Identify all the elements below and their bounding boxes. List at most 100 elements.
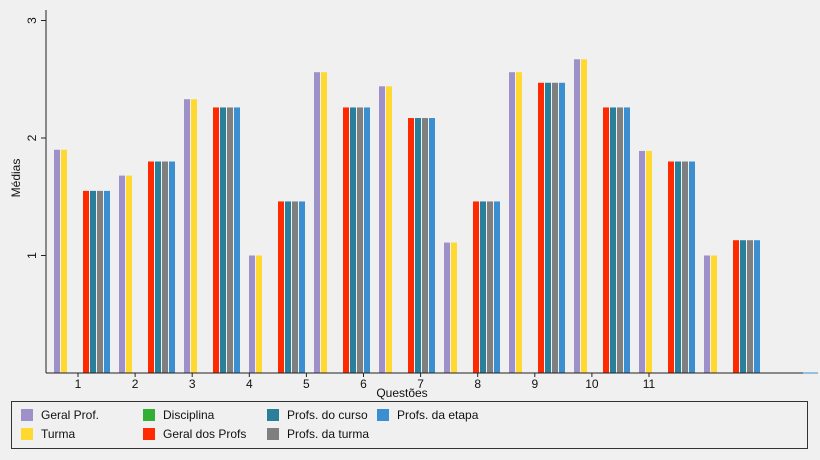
bar-q3-series-3: [213, 107, 219, 373]
bar-q7-series-0: [444, 242, 450, 373]
legend-label: Profs. do curso: [287, 408, 368, 422]
bar-q9-series-4: [610, 107, 616, 373]
bar-q6-series-4: [415, 118, 421, 374]
bar-q3-series-5: [227, 107, 233, 373]
bar-q8-series-0: [509, 72, 515, 373]
bar-q10-series-3: [668, 161, 674, 373]
bar-q10-series-0: [639, 150, 645, 373]
bar-q4-series-6: [299, 201, 305, 373]
bar-q4-series-4: [285, 201, 291, 373]
x-tick-label: 5: [303, 377, 310, 391]
legend-swatch: [267, 428, 279, 440]
bar-q8-series-6: [559, 82, 565, 374]
legend-label: Profs. da etapa: [397, 408, 479, 422]
bar-q11-series-3: [733, 240, 739, 373]
bar-q8-series-4: [545, 82, 551, 374]
bar-q4-series-1: [256, 255, 262, 373]
legend-swatch: [377, 409, 389, 421]
bar-q5-series-4: [350, 107, 356, 373]
legend-item-geral-dos-profs: Geral dos Profs: [143, 427, 246, 441]
x-tick-label: 1: [75, 377, 82, 391]
legend-label: Turma: [41, 427, 76, 441]
bar-q7-series-1: [451, 242, 457, 373]
x-tick-label: 11: [643, 377, 656, 391]
y-axis-label: Médias: [9, 159, 23, 198]
bar-q10-series-4: [675, 161, 681, 373]
legend-item-turma: Turma: [21, 427, 75, 441]
legend-swatch: [21, 428, 33, 440]
legend-swatch: [143, 428, 155, 440]
y-ticks: 1 2 3: [25, 17, 46, 259]
bar-q3-series-1: [191, 99, 197, 373]
bar-q1-series-1: [61, 149, 67, 373]
bar-q6-series-5: [422, 118, 428, 374]
bar-q3-series-4: [220, 107, 226, 373]
legend-label: Profs. da turma: [287, 427, 370, 441]
bar-q2-series-3: [148, 161, 154, 373]
bar-q9-series-1: [581, 59, 587, 374]
bar-q7-series-5: [487, 201, 493, 373]
legend-label: Disciplina: [163, 408, 215, 422]
y-tick-label: 3: [25, 17, 39, 24]
x-tick-label: 9: [531, 377, 538, 391]
bar-q1-series-5: [97, 190, 103, 373]
legend-item-profs-da-etapa: Profs. da etapa: [377, 408, 478, 422]
bar-q5-series-0: [314, 72, 320, 373]
y-tick-label: 1: [25, 252, 39, 259]
legend-label: Geral dos Profs: [163, 427, 247, 441]
bar-q9-series-5: [617, 107, 623, 373]
bar-q11-series-0: [704, 255, 710, 373]
bar-q10-series-6: [689, 161, 695, 373]
bar-q9-series-3: [603, 107, 609, 373]
bar-q6-series-0: [379, 86, 385, 374]
y-tick-label: 2: [25, 134, 39, 141]
bar-q5-series-1: [321, 72, 327, 373]
bar-q4-series-3: [278, 201, 284, 373]
x-tick-label: 4: [246, 377, 253, 391]
bars-layer: [54, 59, 760, 374]
bar-q10-series-5: [682, 161, 688, 373]
bar-q4-series-5: [292, 201, 298, 373]
bar-q5-series-5: [357, 107, 363, 373]
x-tick-label: 3: [189, 377, 196, 391]
bar-q6-series-1: [386, 86, 392, 374]
x-tick-label: 8: [474, 377, 481, 391]
legend-item-profs-da-turma: Profs. da turma: [267, 427, 369, 441]
legend-item-profs-do-curso: Profs. do curso: [267, 408, 368, 422]
bar-q2-series-6: [169, 161, 175, 373]
bar-q1-series-0: [54, 149, 60, 373]
x-tick-label: 7: [417, 377, 424, 391]
legend-swatch: [143, 409, 155, 421]
legend-swatch: [21, 409, 33, 421]
bar-q8-series-5: [552, 82, 558, 374]
bar-q11-series-5: [747, 240, 753, 373]
legend-label: Geral Prof.: [41, 408, 100, 422]
bar-q2-series-1: [126, 175, 132, 373]
bar-q7-series-4: [480, 201, 486, 373]
bar-q7-series-3: [473, 201, 479, 373]
legend-item-disciplina: Disciplina: [143, 408, 214, 422]
bar-q7-series-6: [494, 201, 500, 373]
bar-q6-series-6: [429, 118, 435, 374]
bar-q4-series-0: [249, 255, 255, 373]
bar-q3-series-6: [234, 107, 240, 373]
bar-q10-series-1: [646, 150, 652, 373]
bar-q2-series-5: [162, 161, 168, 373]
bar-q2-series-0: [119, 175, 125, 373]
bar-q3-series-0: [184, 99, 190, 373]
bar-q1-series-3: [83, 190, 89, 373]
x-tick-label: 2: [132, 377, 139, 391]
bar-q11-series-1: [711, 255, 717, 373]
legend-item-geral-prof: Geral Prof.: [21, 408, 99, 422]
x-tick-label: 10: [585, 377, 599, 391]
x-tick-label: 6: [360, 377, 367, 391]
x-ticks: 1 2 3 4 5 6 7 8 9 10 11: [75, 373, 656, 391]
bar-q2-series-4: [155, 161, 161, 373]
bar-q5-series-3: [343, 107, 349, 373]
bar-q1-series-6: [104, 190, 110, 373]
bar-q8-series-3: [538, 82, 544, 374]
bar-q11-series-4: [740, 240, 746, 373]
legend-swatch: [267, 409, 279, 421]
